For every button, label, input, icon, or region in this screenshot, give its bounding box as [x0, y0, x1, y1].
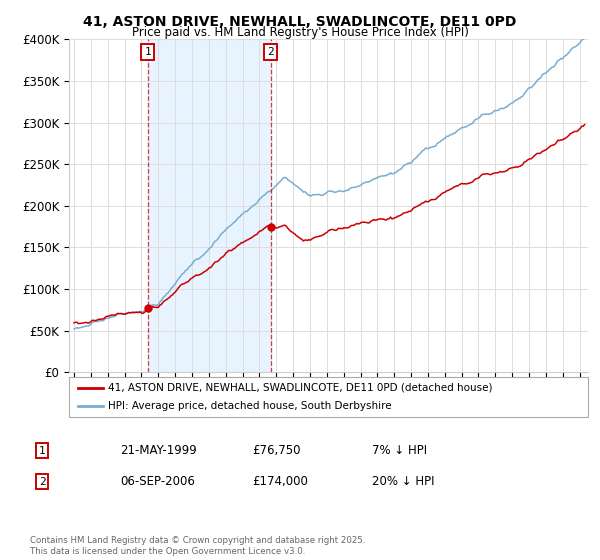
- Text: £76,750: £76,750: [252, 444, 301, 458]
- Text: 41, ASTON DRIVE, NEWHALL, SWADLINCOTE, DE11 0PD (detached house): 41, ASTON DRIVE, NEWHALL, SWADLINCOTE, D…: [108, 383, 493, 393]
- Text: 41, ASTON DRIVE, NEWHALL, SWADLINCOTE, DE11 0PD: 41, ASTON DRIVE, NEWHALL, SWADLINCOTE, D…: [83, 15, 517, 29]
- Text: 7% ↓ HPI: 7% ↓ HPI: [372, 444, 427, 458]
- Text: 21-MAY-1999: 21-MAY-1999: [120, 444, 197, 458]
- Text: Contains HM Land Registry data © Crown copyright and database right 2025.
This d: Contains HM Land Registry data © Crown c…: [30, 536, 365, 556]
- Text: 06-SEP-2006: 06-SEP-2006: [120, 475, 195, 488]
- Text: 1: 1: [38, 446, 46, 456]
- Bar: [148, 39, 271, 372]
- Text: HPI: Average price, detached house, South Derbyshire: HPI: Average price, detached house, Sout…: [108, 402, 392, 411]
- Text: 1: 1: [145, 46, 151, 57]
- FancyBboxPatch shape: [69, 377, 588, 417]
- Text: 2: 2: [268, 46, 274, 57]
- Text: 20% ↓ HPI: 20% ↓ HPI: [372, 475, 434, 488]
- Text: Price paid vs. HM Land Registry's House Price Index (HPI): Price paid vs. HM Land Registry's House …: [131, 26, 469, 39]
- Text: 2: 2: [38, 477, 46, 487]
- Text: £174,000: £174,000: [252, 475, 308, 488]
